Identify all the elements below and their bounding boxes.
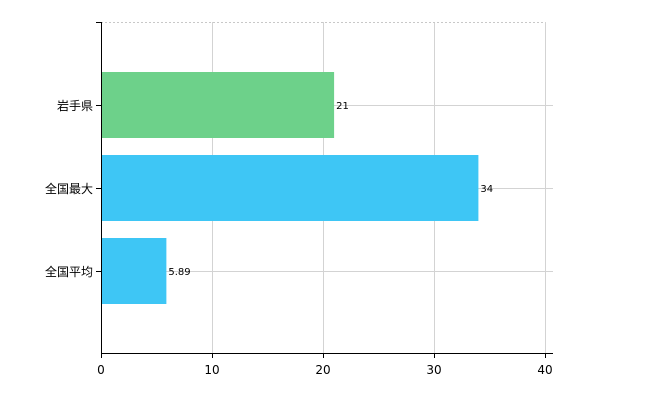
x-tick-label-0: 0 [97,363,105,377]
bars [101,72,479,304]
x-tick-label-4: 40 [537,363,552,377]
data-label-0: 21 [336,101,349,112]
x-tick-label-3: 30 [426,363,441,377]
bar-2 [101,238,167,304]
data-label-1: 34 [480,184,493,195]
data-label-2: 5.89 [168,267,190,278]
category-label-2: 全国平均 [45,264,93,279]
bar-1 [101,155,479,221]
category-label-1: 全国最大 [45,181,93,196]
bar-0 [101,72,335,138]
category-label-0: 岩手県 [57,98,93,113]
x-tick-label-1: 10 [204,363,219,377]
axes [96,22,553,358]
x-tick-label-2: 20 [315,363,330,377]
